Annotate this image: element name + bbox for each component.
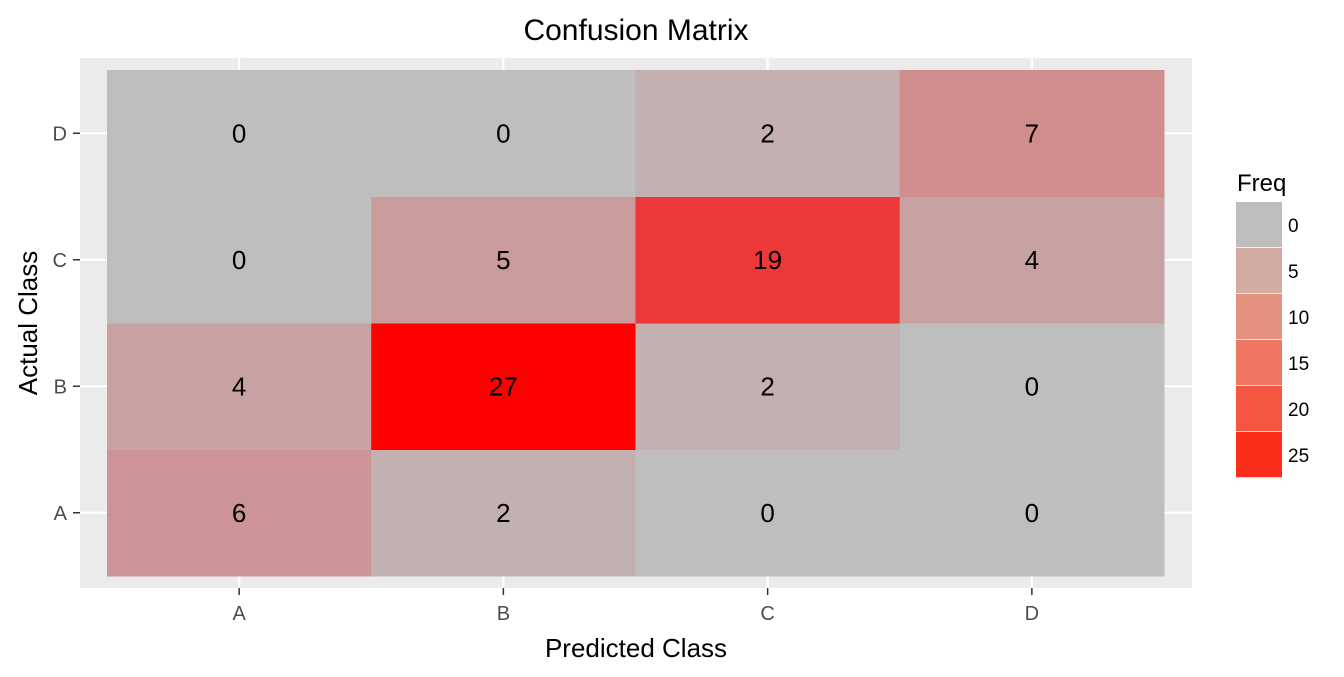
x-tick-label-a: A xyxy=(232,603,246,625)
legend-label-20: 20 xyxy=(1288,400,1309,421)
legend: Freq 0 5 10 15 20 25 xyxy=(1236,170,1309,479)
cell-label-a-a: 6 xyxy=(232,498,246,528)
y-tick-label-a: A xyxy=(54,503,68,525)
cell-label-d-c: 2 xyxy=(760,118,774,148)
y-tick-label-d: D xyxy=(53,123,67,145)
legend-label-5: 5 xyxy=(1288,262,1299,283)
heatmap-cell-b-d xyxy=(899,323,1165,450)
y-axis-title: Actual Class xyxy=(13,251,43,396)
legend-key-20 xyxy=(1236,386,1282,432)
heatmap-cell-c-b xyxy=(371,196,636,324)
cell-label-b-d: 0 xyxy=(1025,371,1039,401)
legend-title: Freq xyxy=(1237,170,1286,197)
heatmap-cell-a-c xyxy=(635,449,901,577)
legend-label-25: 25 xyxy=(1288,446,1309,467)
legend-key-15 xyxy=(1236,340,1282,386)
heatmap-cell-b-a xyxy=(107,323,372,450)
cell-label-a-c: 0 xyxy=(760,498,774,528)
x-tick-label-d: D xyxy=(1025,603,1039,625)
legend-label-0: 0 xyxy=(1288,216,1299,237)
heatmap-cell-b-c xyxy=(635,323,901,450)
y-tick-label-b: B xyxy=(54,376,67,398)
cell-label-c-d: 4 xyxy=(1025,245,1039,275)
chart-title: Confusion Matrix xyxy=(523,14,748,47)
cell-label-b-c: 2 xyxy=(760,371,774,401)
x-tick-label-b: B xyxy=(497,603,510,625)
heatmap-cell-c-a xyxy=(107,196,372,324)
heatmap-cells xyxy=(107,70,1165,577)
cell-label-c-a: 0 xyxy=(232,245,246,275)
cell-label-d-a: 0 xyxy=(232,118,246,148)
x-axis-title: Predicted Class xyxy=(545,633,727,663)
heatmap-cell-d-d xyxy=(899,70,1165,197)
x-tick-label-c: C xyxy=(760,603,774,625)
cell-value-labels: 6 2 0 04 27 2 00 5 19 40 0 2 7 xyxy=(232,118,1039,528)
cell-label-a-b: 2 xyxy=(496,498,510,528)
legend-key-25 xyxy=(1236,432,1282,478)
legend-key-5 xyxy=(1236,248,1282,294)
heatmap-cell-c-c xyxy=(635,196,901,324)
cell-label-d-b: 0 xyxy=(496,118,510,148)
cell-label-b-a: 4 xyxy=(232,371,246,401)
cell-label-c-b: 5 xyxy=(496,245,510,275)
cell-label-a-d: 0 xyxy=(1025,498,1039,528)
heatmap-cell-c-d xyxy=(899,196,1165,324)
heatmap-cell-d-a xyxy=(107,70,372,197)
heatmap-cell-a-d xyxy=(899,449,1165,577)
y-axis-ticks: A B C D xyxy=(53,123,80,525)
cell-label-b-b: 27 xyxy=(489,371,518,401)
legend-key-10 xyxy=(1236,294,1282,340)
legend-label-10: 10 xyxy=(1288,308,1309,329)
y-tick-label-c: C xyxy=(53,250,67,272)
heatmap-cell-a-a xyxy=(107,449,372,577)
heatmap-cell-a-b xyxy=(371,449,636,577)
heatmap-cell-d-b xyxy=(371,70,636,197)
cell-label-c-c: 19 xyxy=(753,245,782,275)
legend-label-15: 15 xyxy=(1288,354,1309,375)
legend-key-0 xyxy=(1236,202,1282,248)
heatmap-cell-d-c xyxy=(635,70,901,197)
x-axis-ticks: A B C D xyxy=(232,588,1039,625)
heatmap-cell-b-b xyxy=(371,323,636,450)
cell-label-d-d: 7 xyxy=(1025,118,1039,148)
